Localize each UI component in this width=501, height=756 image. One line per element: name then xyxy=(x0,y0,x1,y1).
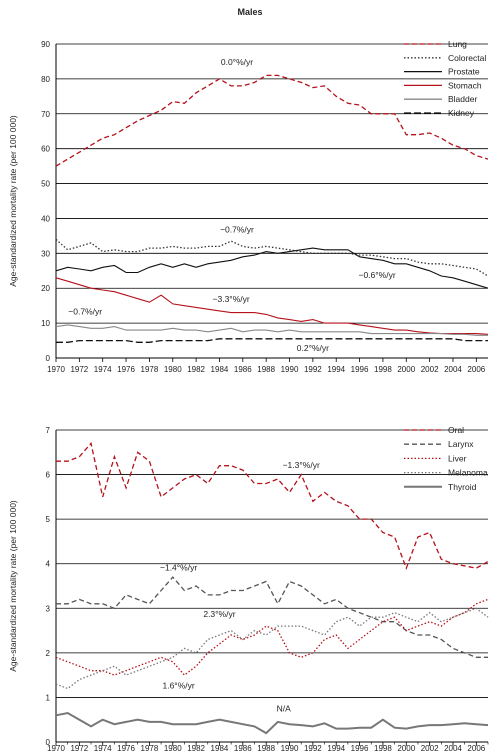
y-tick-label: 20 xyxy=(41,284,50,293)
chart-title: Males xyxy=(237,7,262,17)
trend-annotation: N/A xyxy=(277,704,292,714)
y-tick-label: 90 xyxy=(41,40,50,49)
x-tick-label: 1982 xyxy=(187,744,205,753)
y-tick-label: 1 xyxy=(46,693,51,702)
trend-annotation: −0.6°%/yr xyxy=(358,270,395,280)
legend-label: Prostate xyxy=(448,67,480,77)
x-tick-label: 1976 xyxy=(117,365,135,374)
y-tick-label: 7 xyxy=(46,426,51,435)
x-tick-label: 2006 xyxy=(467,744,485,753)
series-line-melanoma xyxy=(55,607,489,690)
x-tick-label: 1996 xyxy=(351,744,369,753)
x-tick-label: 1978 xyxy=(141,744,159,753)
x-tick-label: 1990 xyxy=(281,744,299,753)
y-tick-label: 40 xyxy=(41,214,50,223)
y-tick-label: 70 xyxy=(41,110,50,119)
y-axis-label: Age-standardized mortality rate (per 100… xyxy=(8,115,18,287)
trend-annotation: −3.3°%/yr xyxy=(213,294,250,304)
legend-label: Oral xyxy=(448,425,464,435)
x-tick-label: 2000 xyxy=(397,365,415,374)
second-chart: 0 1 2 3 4 5 6 7 1970 1972 1974 1976 1978 1980 1982 1984… xyxy=(8,425,489,753)
x-tick-label: 1988 xyxy=(257,365,275,374)
series-line-oral xyxy=(56,441,489,571)
series-line-bladder xyxy=(55,324,488,336)
trend-annotation: 1.6°%/yr xyxy=(162,681,194,691)
x-tick-label: 1996 xyxy=(351,365,369,374)
x-tick-label: 1970 xyxy=(47,365,65,374)
x-tick-label: 2004 xyxy=(444,365,462,374)
y-tick-label: 2 xyxy=(46,649,51,658)
trend-annotation: 2.3°%/yr xyxy=(203,609,235,619)
series-line-colorectal xyxy=(55,238,489,277)
x-tick-label: 1992 xyxy=(304,744,322,753)
x-tick-label: 1986 xyxy=(234,744,252,753)
x-tick-label: 1984 xyxy=(211,365,229,374)
y-tick-label: 60 xyxy=(41,145,50,154)
legend-label: Lung xyxy=(448,39,467,49)
series-line-kidney xyxy=(56,338,488,343)
x-tick-label: 1974 xyxy=(94,744,112,753)
legend-label: Liver xyxy=(448,453,467,463)
legend-label: Bladder xyxy=(448,94,477,104)
x-tick-label: 2006 xyxy=(467,365,485,374)
x-tick-label: 1976 xyxy=(117,744,135,753)
x-tick-label: 1998 xyxy=(374,365,392,374)
y-tick-label: 5 xyxy=(46,515,51,524)
series-line-larynx xyxy=(56,576,488,658)
x-tick-label: 1974 xyxy=(94,365,112,374)
y-tick-label: 10 xyxy=(41,319,50,328)
x-tick-label: 1988 xyxy=(257,744,275,753)
trend-annotation: −0.7%/yr xyxy=(220,224,254,234)
x-tick-label: 1978 xyxy=(141,365,159,374)
x-tick-label: 1980 xyxy=(164,365,182,374)
y-tick-label: 0 xyxy=(46,354,51,363)
trend-annotation: 0.2°%/yr xyxy=(297,343,329,353)
x-tick-label: 2000 xyxy=(397,744,415,753)
legend-label: Melanoma xyxy=(448,468,488,478)
y-tick-label: 0 xyxy=(46,738,51,747)
legend-label: Kidney xyxy=(448,108,475,118)
trend-annotation: −1.3°%/yr xyxy=(283,460,320,470)
y-axis-label: Age-standardized mortality rate (per 100… xyxy=(8,500,18,672)
x-tick-label: 1990 xyxy=(281,365,299,374)
legend-label: Larynx xyxy=(448,439,474,449)
y-tick-label: 80 xyxy=(41,75,50,84)
x-tick-label: 1986 xyxy=(234,365,252,374)
y-tick-label: 4 xyxy=(46,560,51,569)
legend-label: Colorectal xyxy=(448,53,486,63)
legend-label: Stomach xyxy=(448,80,482,90)
x-tick-label: 1972 xyxy=(70,744,88,753)
series-line-prostate xyxy=(55,247,489,289)
x-tick-label: 1972 xyxy=(70,365,88,374)
males-chart: Males 0 10 20 30 40 50 60 70 80 90 1970 1972 1974 1976… xyxy=(8,7,489,374)
x-tick-label: 1970 xyxy=(47,744,65,753)
y-tick-label: 3 xyxy=(46,604,51,613)
x-tick-label: 1994 xyxy=(327,365,345,374)
y-tick-label: 6 xyxy=(46,471,51,480)
x-tick-label: 2002 xyxy=(421,365,439,374)
x-tick-label: 1980 xyxy=(164,744,182,753)
legend-label: Thyroid xyxy=(448,482,477,492)
x-tick-label: 2002 xyxy=(421,744,439,753)
series-line-thyroid xyxy=(55,711,489,735)
series-line-liver xyxy=(55,598,489,676)
x-tick-label: 1992 xyxy=(304,365,322,374)
trend-annotation: 0.0°%/yr xyxy=(221,57,253,67)
trend-annotation: −0.7%/yr xyxy=(68,306,102,316)
trend-annotation: −1.4°%/yr xyxy=(160,562,197,572)
y-tick-label: 30 xyxy=(41,249,50,258)
x-tick-label: 1982 xyxy=(187,365,205,374)
x-tick-label: 1984 xyxy=(211,744,229,753)
x-tick-label: 2004 xyxy=(444,744,462,753)
series-line-stomach xyxy=(55,277,489,335)
y-tick-label: 50 xyxy=(41,180,50,189)
series-line-lung xyxy=(55,74,489,167)
x-tick-label: 1998 xyxy=(374,744,392,753)
x-tick-label: 1994 xyxy=(327,744,345,753)
